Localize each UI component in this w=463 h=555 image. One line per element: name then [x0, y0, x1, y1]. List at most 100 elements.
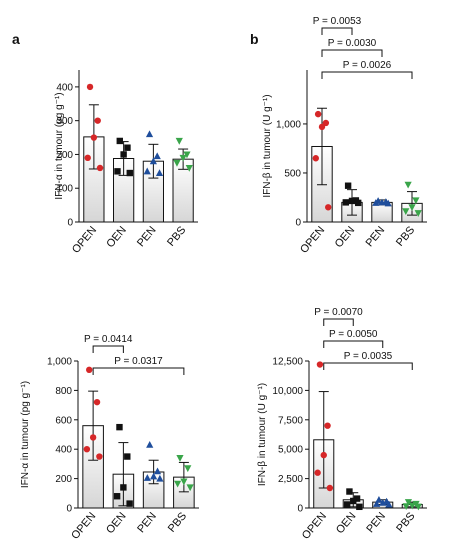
data-point	[145, 130, 154, 138]
significance-bracket	[323, 318, 354, 326]
category-label: OEN	[104, 224, 129, 250]
y-axis-label: IFN-β in tumour (U g⁻¹)	[262, 94, 273, 197]
y-axis-label: IFN-α in tumour (pg g⁻¹)	[54, 92, 65, 199]
category-label: OPEN	[298, 224, 327, 256]
panel-letter-b: b	[250, 31, 259, 47]
y-tick-label: 200	[56, 150, 73, 161]
data-point	[379, 498, 387, 506]
significance-bracket	[323, 362, 413, 370]
data-point	[356, 503, 363, 511]
data-point	[186, 484, 194, 492]
data-point	[324, 422, 331, 429]
y-tick-label: 5,000	[278, 445, 303, 456]
data-point	[120, 151, 127, 158]
data-point	[343, 501, 351, 508]
data-point	[126, 500, 133, 507]
data-point	[143, 474, 151, 481]
data-point	[86, 366, 93, 374]
data-point	[320, 451, 327, 459]
data-point	[124, 453, 131, 460]
data-point	[174, 480, 182, 488]
data-point	[96, 453, 103, 460]
data-point	[346, 488, 353, 495]
y-tick-label: 200	[55, 474, 72, 485]
category-label: OPEN	[300, 510, 329, 542]
significance-bracket	[321, 49, 383, 57]
chart-panel-d: 0 2,500 5,000 7,500 10,000 12,500 IFN-β in tum…	[257, 307, 427, 542]
data-point	[116, 137, 123, 145]
data-point	[385, 500, 393, 508]
data-point	[83, 446, 91, 453]
panel-letter-a: a	[12, 31, 20, 47]
data-point	[408, 502, 416, 510]
category-label: PEN	[135, 510, 159, 535]
p-value-label: P = 0.0030	[328, 38, 377, 49]
data-point	[318, 123, 326, 131]
y-tick-label: 12,500	[272, 357, 303, 368]
data-point	[378, 198, 386, 206]
data-point	[84, 154, 91, 162]
data-point	[184, 465, 192, 473]
data-point	[404, 181, 412, 189]
data-point	[312, 155, 319, 162]
data-point	[314, 110, 322, 118]
data-point	[350, 497, 357, 505]
significance-bracket	[323, 340, 384, 348]
significance-bracket	[92, 367, 185, 375]
data-point	[179, 154, 187, 162]
data-point	[150, 472, 158, 480]
category-label: OPEN	[69, 510, 98, 542]
category-label: PEN	[364, 224, 388, 249]
data-point	[114, 168, 121, 175]
y-tick-label: 2,500	[278, 474, 303, 485]
data-point	[120, 484, 127, 491]
data-point	[322, 119, 330, 127]
y-tick-label: 0	[66, 504, 72, 515]
y-tick-label: 400	[56, 82, 73, 93]
category-label: PBS	[394, 224, 417, 249]
data-point	[402, 208, 410, 216]
chart-panel-c: 0 200 400 600 800 1,000 IFN-α in tumour (pg g⁻…	[20, 334, 199, 542]
data-point	[86, 83, 94, 91]
p-value-label: P = 0.0317	[114, 356, 163, 367]
p-value-label: P = 0.0053	[313, 16, 362, 27]
y-tick-label: 600	[55, 415, 72, 426]
data-point	[156, 474, 164, 482]
data-point	[173, 159, 181, 167]
data-point	[153, 152, 161, 160]
category-label: PEN	[135, 224, 159, 249]
category-label: PBS	[166, 510, 189, 535]
p-value-label: P = 0.0414	[84, 334, 133, 345]
data-point	[408, 204, 416, 212]
category-label: PBS	[394, 510, 417, 535]
data-point	[316, 361, 324, 368]
data-point	[93, 398, 101, 406]
data-point	[185, 164, 193, 172]
data-point	[325, 204, 332, 211]
data-point	[412, 197, 420, 205]
category-label: OEN	[334, 510, 359, 536]
data-point	[143, 167, 151, 175]
data-point	[348, 197, 356, 205]
data-point	[155, 169, 164, 177]
data-point	[180, 478, 188, 486]
data-point	[149, 157, 157, 165]
y-tick-label: 500	[284, 168, 301, 179]
p-value-label: P = 0.0050	[329, 329, 378, 340]
data-point	[384, 199, 392, 207]
category-label: OEN	[333, 224, 358, 250]
p-value-label: P = 0.0026	[343, 60, 392, 71]
data-point	[124, 144, 131, 151]
y-axis-label: IFN-α in tumour (pg g⁻¹)	[20, 381, 31, 488]
data-point	[326, 484, 334, 492]
y-tick-label: 10,000	[272, 386, 303, 397]
data-point	[175, 137, 183, 145]
data-point	[402, 503, 410, 511]
significance-bracket	[92, 345, 124, 353]
data-point	[344, 182, 352, 189]
data-point	[94, 117, 101, 124]
data-point	[96, 164, 104, 172]
